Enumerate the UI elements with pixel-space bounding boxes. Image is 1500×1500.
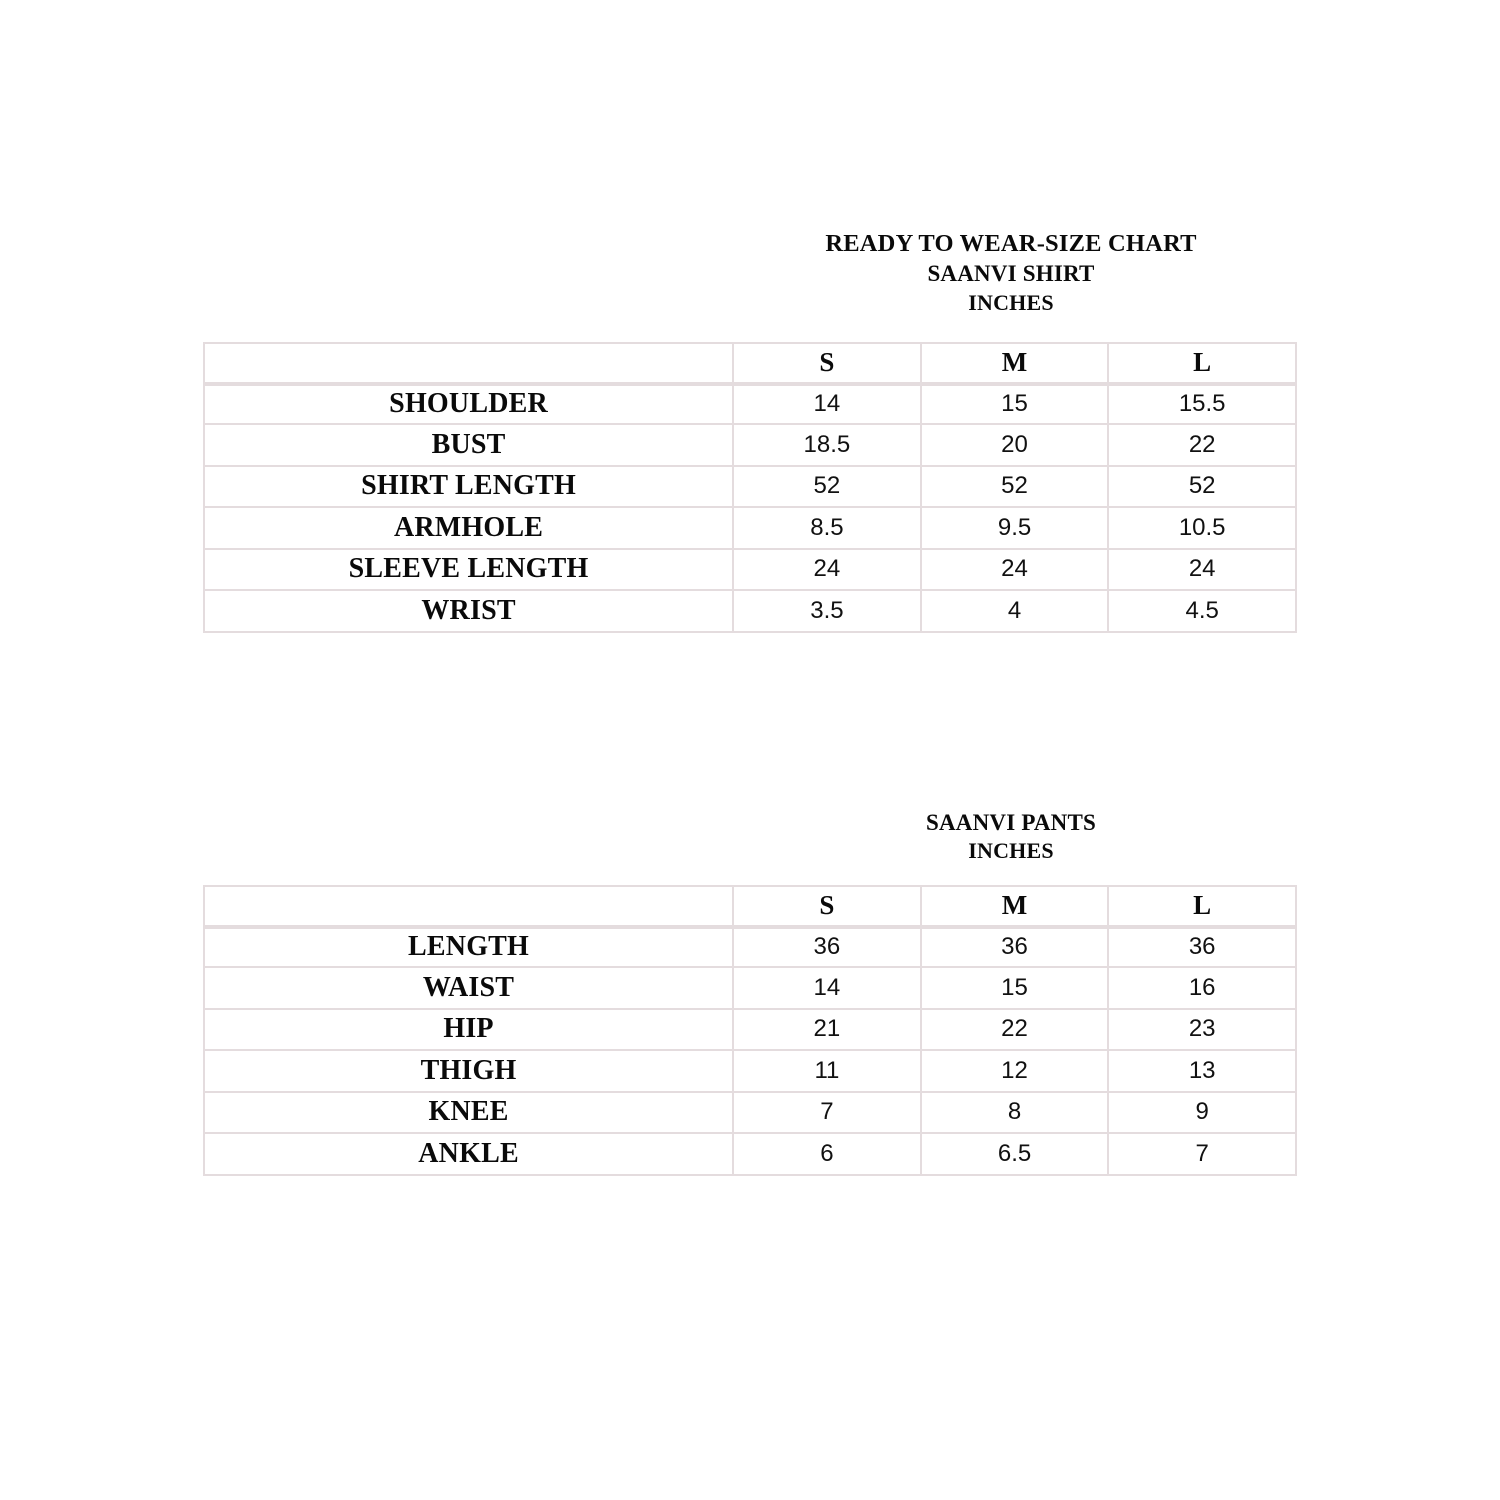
- table-row: SLEEVE LENGTH 24 24 24: [203, 549, 1297, 591]
- shirt-size-chart-section: READY TO WEAR-SIZE CHART SAANVI SHIRT IN…: [0, 228, 1500, 633]
- shirt-units-label: INCHES: [968, 289, 1054, 315]
- cell-shirt-length-s: 52: [734, 466, 922, 508]
- shirt-header-size-l: L: [1109, 342, 1297, 384]
- shirt-header-corner: [203, 342, 735, 384]
- row-label-hip: HIP: [203, 1009, 735, 1051]
- cell-hip-s: 21: [734, 1009, 922, 1051]
- cell-wrist-l: 4.5: [1109, 591, 1297, 633]
- cell-knee-l: 9: [1109, 1092, 1297, 1134]
- page-title: READY TO WEAR-SIZE CHART: [825, 230, 1197, 257]
- cell-shirt-length-l: 52: [1109, 466, 1297, 508]
- cell-thigh-s: 11: [734, 1051, 922, 1093]
- cell-bust-s: 18.5: [734, 425, 922, 467]
- row-label-length: LENGTH: [203, 926, 735, 968]
- cell-thigh-l: 13: [1109, 1051, 1297, 1093]
- table-header-row: S M L: [203, 885, 1297, 927]
- cell-length-l: 36: [1109, 926, 1297, 968]
- cell-knee-m: 8: [921, 1092, 1110, 1134]
- pants-header-size-s: S: [734, 885, 922, 927]
- table-header-row: S M L: [203, 342, 1297, 384]
- pants-title-block: SAANVI PANTS INCHES: [0, 808, 1500, 866]
- table-row: THIGH 11 12 13: [203, 1051, 1297, 1093]
- cell-shoulder-l: 15.5: [1109, 383, 1297, 425]
- row-label-shirt-length: SHIRT LENGTH: [203, 466, 735, 508]
- table-row: SHIRT LENGTH 52 52 52: [203, 466, 1297, 508]
- pants-table-body: LENGTH 36 36 36 WAIST 14 15 16 HIP 21 22…: [203, 926, 1297, 1176]
- cell-armhole-m: 9.5: [921, 508, 1110, 550]
- cell-ankle-s: 6: [734, 1134, 922, 1176]
- table-row: ANKLE 6 6.5 7: [203, 1134, 1297, 1176]
- row-label-wrist: WRIST: [203, 591, 735, 633]
- row-label-shoulder: SHOULDER: [203, 383, 735, 425]
- cell-hip-l: 23: [1109, 1009, 1297, 1051]
- pants-table-header: S M L: [203, 885, 1297, 927]
- table-row: WAIST 14 15 16: [203, 968, 1297, 1010]
- row-label-sleeve-length: SLEEVE LENGTH: [203, 549, 735, 591]
- row-label-waist: WAIST: [203, 968, 735, 1010]
- table-row: LENGTH 36 36 36: [203, 926, 1297, 968]
- row-label-armhole: ARMHOLE: [203, 508, 735, 550]
- pants-header-size-m: M: [921, 885, 1110, 927]
- shirt-size-table: S M L SHOULDER 14 15 15.5 BUST 18.5 20 2…: [203, 342, 1297, 633]
- cell-shoulder-m: 15: [921, 383, 1110, 425]
- pants-size-table: S M L LENGTH 36 36 36 WAIST 14 15 16 HIP…: [203, 885, 1297, 1176]
- cell-sleeve-length-s: 24: [734, 549, 922, 591]
- shirt-header-size-m: M: [921, 342, 1110, 384]
- table-row: ARMHOLE 8.5 9.5 10.5: [203, 508, 1297, 550]
- shirt-title-block: READY TO WEAR-SIZE CHART SAANVI SHIRT IN…: [0, 228, 1500, 317]
- pants-header-corner: [203, 885, 735, 927]
- cell-length-m: 36: [921, 926, 1110, 968]
- row-label-knee: KNEE: [203, 1092, 735, 1134]
- row-label-bust: BUST: [203, 425, 735, 467]
- cell-shoulder-s: 14: [734, 383, 922, 425]
- pants-units-label: INCHES: [968, 838, 1054, 864]
- cell-sleeve-length-m: 24: [921, 549, 1110, 591]
- cell-waist-l: 16: [1109, 968, 1297, 1010]
- table-row: BUST 18.5 20 22: [203, 425, 1297, 467]
- cell-ankle-m: 6.5: [921, 1134, 1110, 1176]
- pants-product-title: SAANVI PANTS: [925, 810, 1097, 835]
- row-label-ankle: ANKLE: [203, 1134, 735, 1176]
- table-row: WRIST 3.5 4 4.5: [203, 591, 1297, 633]
- cell-bust-l: 22: [1109, 425, 1297, 467]
- shirt-product-title: SAANVI SHIRT: [927, 261, 1095, 287]
- shirt-table-body: SHOULDER 14 15 15.5 BUST 18.5 20 22 SHIR…: [203, 383, 1297, 633]
- table-row: KNEE 7 8 9: [203, 1092, 1297, 1134]
- pants-size-chart-section: SAANVI PANTS INCHES S M L LENGTH 36 36 3…: [0, 808, 1500, 1176]
- table-row: SHOULDER 14 15 15.5: [203, 383, 1297, 425]
- cell-armhole-s: 8.5: [734, 508, 922, 550]
- pants-header-size-l: L: [1109, 885, 1297, 927]
- cell-armhole-l: 10.5: [1109, 508, 1297, 550]
- cell-wrist-s: 3.5: [734, 591, 922, 633]
- row-label-thigh: THIGH: [203, 1051, 735, 1093]
- cell-sleeve-length-l: 24: [1109, 549, 1297, 591]
- cell-length-s: 36: [734, 926, 922, 968]
- cell-wrist-m: 4: [921, 591, 1110, 633]
- cell-knee-s: 7: [734, 1092, 922, 1134]
- shirt-header-size-s: S: [734, 342, 922, 384]
- cell-hip-m: 22: [921, 1009, 1110, 1051]
- cell-ankle-l: 7: [1109, 1134, 1297, 1176]
- shirt-table-header: S M L: [203, 342, 1297, 384]
- cell-thigh-m: 12: [921, 1051, 1110, 1093]
- cell-waist-m: 15: [921, 968, 1110, 1010]
- cell-shirt-length-m: 52: [921, 466, 1110, 508]
- cell-waist-s: 14: [734, 968, 922, 1010]
- cell-bust-m: 20: [921, 425, 1110, 467]
- table-row: HIP 21 22 23: [203, 1009, 1297, 1051]
